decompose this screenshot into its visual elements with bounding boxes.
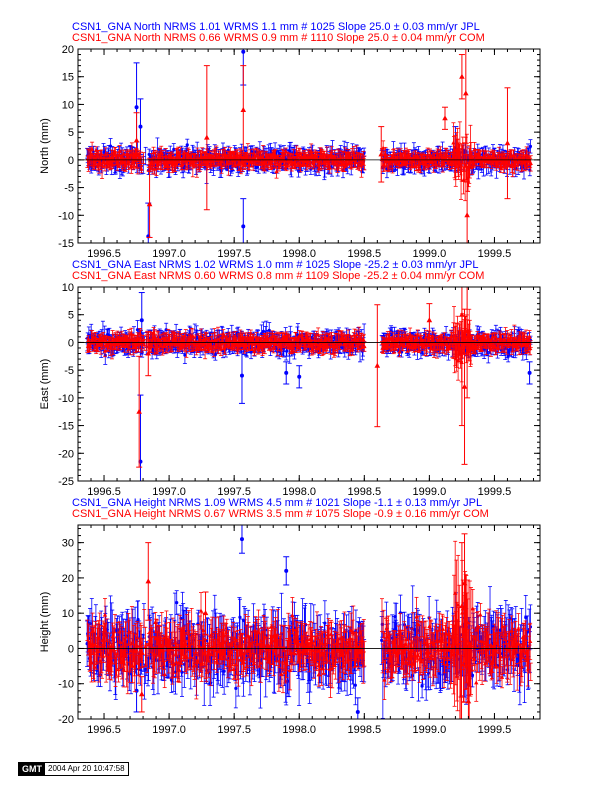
data-point: [117, 148, 122, 153]
chart-title-line-2: CSN1_GNA North NRMS 0.66 WRMS 0.9 mm # 1…: [72, 32, 485, 44]
data-point: [524, 152, 529, 157]
x-tick-label: 1997.5: [217, 248, 251, 260]
chart-title-line-1: CSN1_GNA North NRMS 1.01 WRMS 1.1 mm # 1…: [72, 21, 480, 33]
outlier-point: [463, 90, 469, 96]
series-com: [85, 49, 533, 243]
plot-frame: [77, 48, 541, 244]
x-tick-label: 1998.5: [347, 248, 381, 260]
outlier-point: [442, 115, 448, 121]
data-point: [162, 161, 167, 166]
data-point: [188, 155, 194, 160]
data-point: [317, 159, 322, 164]
data-point: [451, 140, 456, 145]
data-point: [341, 161, 347, 166]
outlier-point: [464, 212, 470, 218]
data-point: [426, 163, 432, 168]
y-tick-label: -15: [58, 238, 74, 250]
y-tick-label: 0: [68, 155, 74, 167]
data-point: [173, 161, 179, 166]
data-point: [118, 168, 122, 173]
outlier-point: [138, 124, 143, 129]
outlier-point: [241, 224, 246, 229]
data-point: [318, 149, 323, 154]
x-tick-label: 1998.0: [282, 248, 316, 260]
data-point: [185, 143, 189, 147]
outlier-point: [378, 151, 385, 157]
data-point: [172, 147, 176, 151]
outlier-point: [204, 134, 210, 140]
y-tick-label: -5: [64, 183, 74, 195]
data-point: [274, 169, 279, 174]
data-point: [98, 155, 104, 160]
data-point: [255, 165, 259, 169]
outlier-point: [146, 201, 153, 207]
data-point: [380, 145, 386, 150]
data-point: [197, 162, 203, 167]
data-point: [139, 166, 144, 171]
data-point: [175, 149, 181, 154]
data-point: [413, 164, 419, 169]
data-point: [327, 165, 333, 170]
outlier-point: [241, 49, 246, 54]
data-point: [123, 163, 128, 168]
data-point: [280, 155, 286, 160]
y-tick-label: -10: [58, 210, 74, 222]
outlier-point: [459, 73, 465, 79]
data-point: [437, 152, 443, 157]
data-point: [121, 151, 126, 156]
data-point: [528, 160, 533, 165]
x-tick-label: 1999.0: [413, 248, 447, 260]
data-point: [389, 159, 395, 164]
outlier-point: [134, 105, 139, 110]
data-point: [108, 144, 113, 148]
outlier-point: [504, 140, 511, 146]
data-point: [129, 164, 134, 169]
data-layer: [85, 49, 533, 243]
data-point: [89, 146, 95, 151]
outlier-point: [133, 137, 140, 143]
chart-panel-1: CSN1_GNA North NRMS 1.01 WRMS 1.1 mm # 1…: [39, 21, 541, 260]
data-point: [528, 144, 533, 148]
data-point: [348, 156, 354, 161]
x-tick-label: 1997.0: [152, 248, 186, 260]
data-point: [158, 150, 164, 155]
x-tick-label: 1999.5: [478, 248, 512, 260]
outlier-point: [240, 106, 247, 112]
data-point: [307, 162, 313, 167]
x-tick-label: 1996.5: [87, 248, 121, 260]
